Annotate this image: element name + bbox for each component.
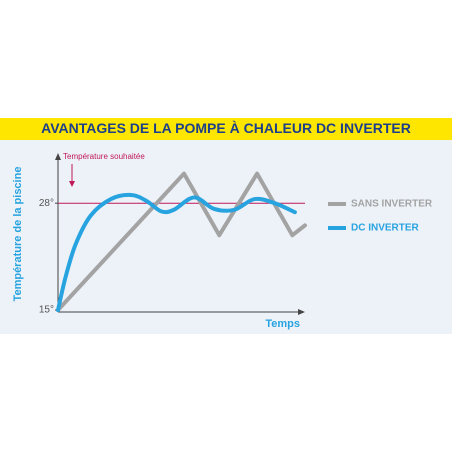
chart-title: AVANTAGES DE LA POMPE À CHALEUR DC INVER… — [41, 120, 411, 136]
x-axis-label: Temps — [265, 318, 300, 330]
target-arrowhead — [69, 181, 75, 187]
x-axis-arrow — [298, 309, 305, 315]
series-line — [56, 192, 297, 312]
chart-panel — [0, 140, 452, 334]
y-axis-arrow — [55, 153, 61, 160]
series-line — [56, 171, 307, 312]
title-banner — [0, 118, 452, 140]
y-tick-label: 15° — [39, 305, 54, 316]
y-axis-label: Température de la piscine — [12, 167, 24, 302]
target-label: Température souhaitée — [63, 152, 145, 161]
y-tick-label: 28° — [39, 198, 54, 209]
legend-label: SANS INVERTER — [351, 199, 433, 210]
legend-label: DC INVERTER — [351, 223, 420, 234]
